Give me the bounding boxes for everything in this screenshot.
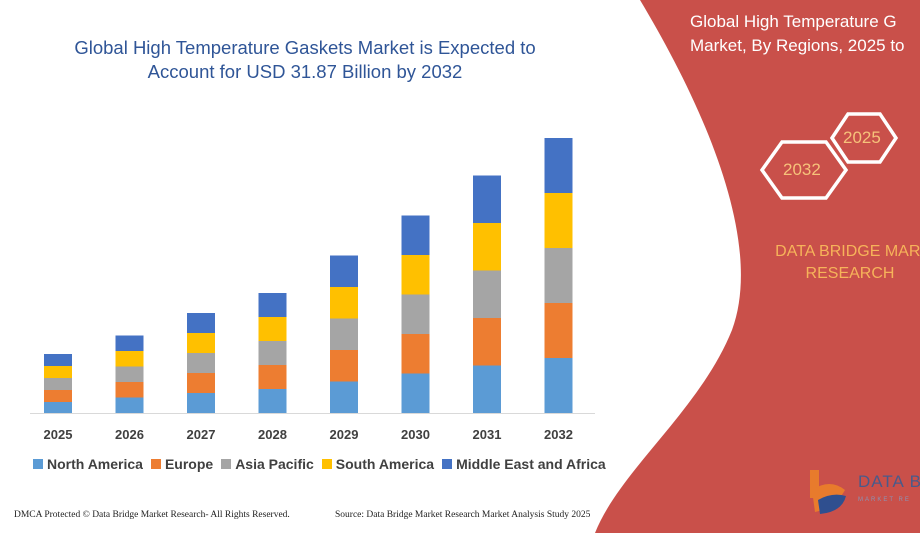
bar-segment xyxy=(330,287,358,319)
legend-label: Middle East and Africa xyxy=(456,456,606,472)
legend-swatch xyxy=(221,459,232,469)
x-tick-label: 2025 xyxy=(44,427,73,442)
hexagon-2032 xyxy=(759,140,849,200)
logo-icon xyxy=(810,470,846,514)
chart-title: Global High Temperature Gaskets Market i… xyxy=(74,37,536,82)
bar-segment xyxy=(187,393,215,413)
legend-label: Asia Pacific xyxy=(235,456,314,472)
hex-label-2025: 2025 xyxy=(843,128,881,147)
bar-segment xyxy=(330,350,358,382)
bar-segment xyxy=(473,270,501,318)
logo-text: DATA BRI xyxy=(858,472,920,491)
x-tick-label: 2032 xyxy=(544,427,573,442)
bar-segment xyxy=(401,294,430,334)
bar-segment xyxy=(44,390,72,402)
bar-segment xyxy=(187,353,215,373)
bar-segment xyxy=(44,354,72,366)
hex-label-2032: 2032 xyxy=(783,160,821,179)
side-title-line1: Global High Temperature G xyxy=(690,12,897,31)
bar-segment xyxy=(115,351,144,367)
logo-subtext: MARKET RE xyxy=(858,497,911,503)
bar-segment xyxy=(473,175,501,223)
bar-segment xyxy=(544,303,573,358)
bar-segment xyxy=(473,365,501,413)
legend-label: Europe xyxy=(164,456,214,472)
hexagon-2025 xyxy=(829,112,899,164)
brand-text: DATA BRIDGE MARI RESEARCH xyxy=(740,241,920,285)
side-panel-shape xyxy=(595,0,920,533)
legend-label: South America xyxy=(335,456,435,472)
brand-line2: RESEARCH xyxy=(805,265,895,282)
x-tick-label: 2029 xyxy=(330,427,359,442)
legend-swatch xyxy=(33,459,43,469)
copyright-text: DMCA Protected © Data Bridge Market Rese… xyxy=(14,510,290,520)
legend-item: Middle East and Africa xyxy=(442,456,606,472)
legend-item: South America xyxy=(321,456,435,472)
legend-swatch xyxy=(321,459,332,469)
bar-segment xyxy=(187,313,215,333)
legend-item: Europe xyxy=(150,456,214,472)
bar-segment xyxy=(401,373,430,413)
bar-segment xyxy=(544,193,573,248)
bar-segment xyxy=(115,335,144,351)
x-tick-label: 2028 xyxy=(258,427,287,442)
bar-segment xyxy=(44,402,72,413)
bar-segment xyxy=(258,389,287,413)
x-tick-label: 2026 xyxy=(115,427,144,442)
bar-segment xyxy=(401,334,430,374)
stacked-bar-chart: 2025 2026 2027 2028 2029 2030 2031 2032 xyxy=(30,138,595,442)
x-tick-label: 2030 xyxy=(401,427,430,442)
bar-segment xyxy=(544,138,573,193)
legend-item: Asia Pacific xyxy=(221,456,314,472)
side-title-line2: Market, By Regions, 2025 to xyxy=(690,36,905,55)
bar-segment xyxy=(115,382,144,398)
source-text: Source: Data Bridge Market Research Mark… xyxy=(335,510,591,520)
bar-segment xyxy=(401,255,430,295)
bar-segment xyxy=(115,397,144,413)
side-panel-title: Global High Temperature G Market, By Reg… xyxy=(690,10,920,58)
chart-legend: North America Europe Asia Pacific South … xyxy=(33,456,606,472)
legend-swatch xyxy=(442,459,453,469)
x-tick-label: 2031 xyxy=(473,427,502,442)
bar-segment xyxy=(44,378,72,390)
brand-line1: DATA BRIDGE MARI xyxy=(775,243,920,260)
bar-segment xyxy=(401,215,430,255)
bar-segment xyxy=(187,373,215,393)
bar-segment xyxy=(258,341,287,365)
bar-segment xyxy=(44,366,72,378)
bar-segment xyxy=(258,293,287,317)
bar-segment xyxy=(473,223,501,271)
bar-segment xyxy=(330,381,358,413)
legend-label: North America xyxy=(47,456,143,472)
legend-item: North America xyxy=(33,456,143,472)
bar-segment xyxy=(330,318,358,350)
bar-segment xyxy=(258,317,287,341)
bar-segment xyxy=(187,333,215,353)
x-tick-label: 2027 xyxy=(187,427,216,442)
bar-segment xyxy=(115,366,144,382)
bar-segment xyxy=(544,358,573,413)
legend-swatch xyxy=(150,459,161,469)
bar-segment xyxy=(258,365,287,389)
bar-segment xyxy=(544,248,573,303)
bar-segment xyxy=(473,318,501,366)
bar-segment xyxy=(330,255,358,287)
